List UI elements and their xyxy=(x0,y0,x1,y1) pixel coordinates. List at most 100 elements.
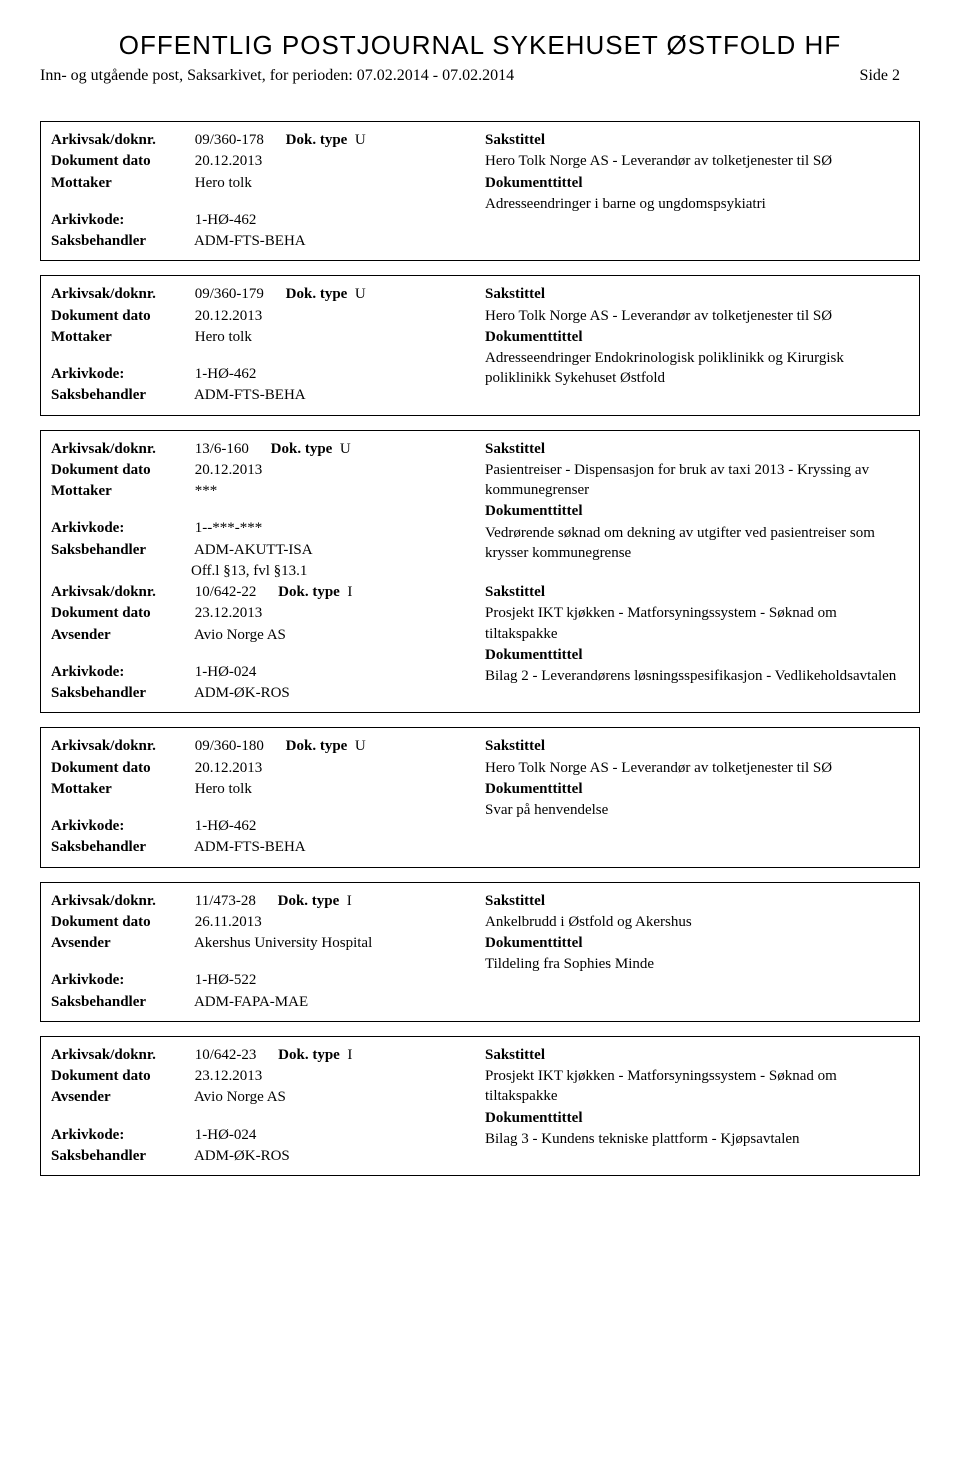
label-saksbehandler: Saksbehandler xyxy=(51,231,191,251)
record-box: Arkivsak/doknr. 13/6-160 Dok. type U Dok… xyxy=(40,430,920,714)
record-row: Arkivsak/doknr. 13/6-160 Dok. type U Dok… xyxy=(51,439,909,583)
value-sakstittel: Ankelbrudd i Østfold og Akershus xyxy=(485,912,909,932)
label-saksbehandler: Saksbehandler xyxy=(51,837,191,857)
record-row: Arkivsak/doknr. 10/642-23 Dok. type I Do… xyxy=(51,1045,909,1167)
value-doktype: I xyxy=(347,1047,352,1063)
value-dokumenttittel: Adresseendringer i barne og ungdomspsyki… xyxy=(485,194,909,214)
label-arkivkode: Arkivkode: xyxy=(51,210,191,230)
label-dato: Dokument dato xyxy=(51,1066,191,1086)
label-party: Mottaker xyxy=(51,173,191,193)
record-row: Arkivsak/doknr. 09/360-178 Dok. type U D… xyxy=(51,130,909,252)
label-arkivsak: Arkivsak/doknr. xyxy=(51,736,191,756)
record-left: Arkivsak/doknr. 09/360-180 Dok. type U D… xyxy=(51,736,471,858)
record-row: Arkivsak/doknr. 10/642-22 Dok. type I Do… xyxy=(51,582,909,704)
label-sakstittel: Sakstittel xyxy=(485,738,545,754)
label-arkivsak: Arkivsak/doknr. xyxy=(51,891,191,911)
record-right: Sakstittel Hero Tolk Norge AS - Leverand… xyxy=(471,736,909,858)
record-box: Arkivsak/doknr. 09/360-180 Dok. type U D… xyxy=(40,727,920,867)
value-doknr: 09/360-180 xyxy=(195,738,264,754)
label-arkivkode: Arkivkode: xyxy=(51,970,191,990)
record-row: Arkivsak/doknr. 09/360-179 Dok. type U D… xyxy=(51,284,909,406)
record-left: Arkivsak/doknr. 09/360-179 Dok. type U D… xyxy=(51,284,471,406)
value-doktype: U xyxy=(355,738,366,754)
label-party: Avsender xyxy=(51,625,191,645)
value-doknr: 11/473-28 xyxy=(195,893,256,909)
value-dokumenttittel: Tildeling fra Sophies Minde xyxy=(485,954,909,974)
value-sakstittel: Hero Tolk Norge AS - Leverandør av tolke… xyxy=(485,151,909,171)
value-arkivkode: 1-HØ-024 xyxy=(195,664,257,680)
record-left: Arkivsak/doknr. 13/6-160 Dok. type U Dok… xyxy=(51,439,471,583)
label-dokumenttittel: Dokumenttittel xyxy=(485,935,583,951)
value-dato: 23.12.2013 xyxy=(195,605,263,621)
value-sakstittel: Prosjekt IKT kjøkken - Matforsyningssyst… xyxy=(485,603,909,644)
value-party: Akershus University Hospital xyxy=(194,935,372,951)
value-doktype: U xyxy=(355,132,366,148)
value-arkivkode: 1-HØ-462 xyxy=(195,212,257,228)
page-title: OFFENTLIG POSTJOURNAL SYKEHUSET ØSTFOLD … xyxy=(40,30,920,61)
label-saksbehandler: Saksbehandler xyxy=(51,385,191,405)
value-arkivkode: 1--***-*** xyxy=(195,520,263,536)
value-doknr: 10/642-23 xyxy=(195,1047,257,1063)
value-doktype: I xyxy=(347,893,352,909)
value-party: Hero tolk xyxy=(195,329,252,345)
value-party: Avio Norge AS xyxy=(194,627,286,643)
record-row: Arkivsak/doknr. 09/360-180 Dok. type U D… xyxy=(51,736,909,858)
label-dokumenttittel: Dokumenttittel xyxy=(485,647,583,663)
label-doktype: Dok. type xyxy=(278,584,340,600)
value-dato: 20.12.2013 xyxy=(195,153,263,169)
record-row: Arkivsak/doknr. 11/473-28 Dok. type I Do… xyxy=(51,891,909,1013)
label-arkivkode: Arkivkode: xyxy=(51,662,191,682)
label-party: Avsender xyxy=(51,1087,191,1107)
value-saksbehandler: ADM-ØK-ROS xyxy=(194,1148,290,1164)
records-container: Arkivsak/doknr. 09/360-178 Dok. type U D… xyxy=(40,121,920,1176)
label-party: Mottaker xyxy=(51,481,191,501)
value-party: Hero tolk xyxy=(195,175,252,191)
value-saksbehandler: ADM-FTS-BEHA xyxy=(194,387,306,403)
value-arkivkode: 1-HØ-462 xyxy=(195,366,257,382)
label-doktype: Dok. type xyxy=(278,1047,340,1063)
label-arkivsak: Arkivsak/doknr. xyxy=(51,130,191,150)
label-dokumenttittel: Dokumenttittel xyxy=(485,175,583,191)
label-arkivkode: Arkivkode: xyxy=(51,816,191,836)
label-arkivsak: Arkivsak/doknr. xyxy=(51,1045,191,1065)
value-doktype: U xyxy=(340,441,351,457)
record-right: Sakstittel Prosjekt IKT kjøkken - Matfor… xyxy=(471,1045,909,1167)
label-party: Mottaker xyxy=(51,779,191,799)
value-dokumenttittel: Svar på henvendelse xyxy=(485,800,909,820)
value-saksbehandler: ADM-FAPA-MAE xyxy=(194,994,308,1010)
label-sakstittel: Sakstittel xyxy=(485,441,545,457)
value-doknr: 10/642-22 xyxy=(195,584,257,600)
label-dato: Dokument dato xyxy=(51,151,191,171)
value-doknr: 13/6-160 xyxy=(195,441,249,457)
value-dato: 20.12.2013 xyxy=(195,462,263,478)
record-box: Arkivsak/doknr. 10/642-23 Dok. type I Do… xyxy=(40,1036,920,1176)
label-sakstittel: Sakstittel xyxy=(485,286,545,302)
label-sakstittel: Sakstittel xyxy=(485,893,545,909)
label-party: Avsender xyxy=(51,933,191,953)
record-right: Sakstittel Prosjekt IKT kjøkken - Matfor… xyxy=(471,582,909,704)
label-dokumenttittel: Dokumenttittel xyxy=(485,503,583,519)
label-dokumenttittel: Dokumenttittel xyxy=(485,781,583,797)
label-arkivsak: Arkivsak/doknr. xyxy=(51,439,191,459)
value-sakstittel: Hero Tolk Norge AS - Leverandør av tolke… xyxy=(485,306,909,326)
value-saksbehandler: ADM-ØK-ROS xyxy=(194,685,290,701)
record-right: Sakstittel Hero Tolk Norge AS - Leverand… xyxy=(471,130,909,252)
record-left: Arkivsak/doknr. 10/642-23 Dok. type I Do… xyxy=(51,1045,471,1167)
value-dokumenttittel: Bilag 2 - Leverandørens løsningsspesifik… xyxy=(485,666,909,686)
value-dato: 23.12.2013 xyxy=(195,1068,263,1084)
label-arkivkode: Arkivkode: xyxy=(51,518,191,538)
value-doknr: 09/360-178 xyxy=(195,132,264,148)
label-arkivsak: Arkivsak/doknr. xyxy=(51,284,191,304)
value-arkivkode: 1-HØ-024 xyxy=(195,1127,257,1143)
period-text: Inn- og utgående post, Saksarkivet, for … xyxy=(40,67,514,85)
label-doktype: Dok. type xyxy=(278,893,340,909)
record-box: Arkivsak/doknr. 11/473-28 Dok. type I Do… xyxy=(40,882,920,1022)
label-doktype: Dok. type xyxy=(286,286,348,302)
label-sakstittel: Sakstittel xyxy=(485,132,545,148)
value-doktype: U xyxy=(355,286,366,302)
label-party: Mottaker xyxy=(51,327,191,347)
value-dokumenttittel: Vedrørende søknad om dekning av utgifter… xyxy=(485,523,909,564)
label-dato: Dokument dato xyxy=(51,306,191,326)
value-arkivkode: 1-HØ-522 xyxy=(195,972,257,988)
value-doktype: I xyxy=(347,584,352,600)
